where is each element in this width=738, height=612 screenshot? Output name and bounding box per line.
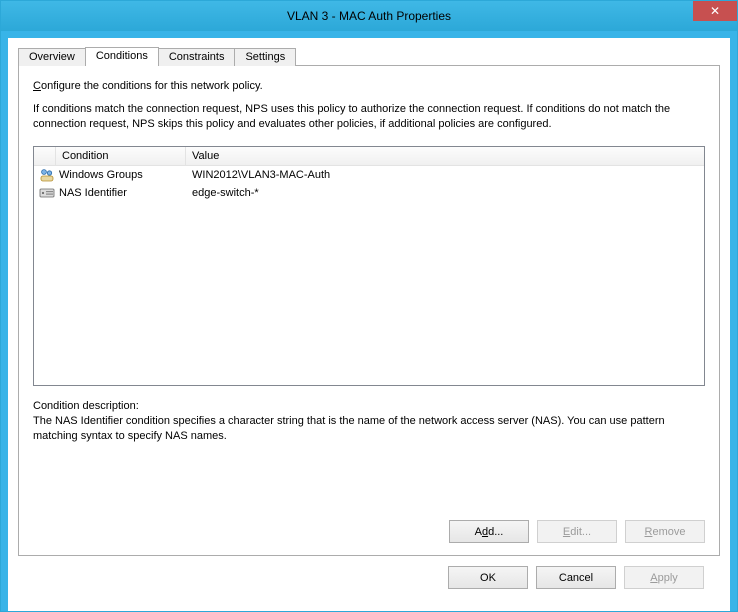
row-condition: NAS Identifier xyxy=(56,186,186,200)
tab-strip: Overview Conditions Constraints Settings xyxy=(18,46,720,65)
nas-icon xyxy=(39,185,55,201)
tab-panel-conditions: Configure the conditions for this networ… xyxy=(18,65,720,556)
close-icon: ✕ xyxy=(710,4,720,18)
description-text: The NAS Identifier condition specifies a… xyxy=(33,414,705,444)
ok-button[interactable]: OK xyxy=(448,566,528,589)
cancel-button[interactable]: Cancel xyxy=(536,566,616,589)
group-icon xyxy=(39,167,55,183)
dialog-window: VLAN 3 - MAC Auth Properties ✕ Overview … xyxy=(0,0,738,612)
conditions-list[interactable]: Condition Value xyxy=(33,146,705,386)
table-row[interactable]: NAS Identifier edge-switch-* xyxy=(34,184,704,202)
table-row[interactable]: Windows Groups WIN2012\VLAN3-MAC-Auth xyxy=(34,166,704,184)
tab-settings[interactable]: Settings xyxy=(234,48,296,66)
help-text: If conditions match the connection reque… xyxy=(33,102,705,132)
tab-conditions[interactable]: Conditions xyxy=(85,47,159,66)
remove-button[interactable]: Remove xyxy=(625,520,705,543)
dialog-footer: OK Cancel Apply xyxy=(18,556,720,601)
edit-button[interactable]: Edit... xyxy=(537,520,617,543)
close-button[interactable]: ✕ xyxy=(693,1,737,21)
intro-text: Configure the conditions for this networ… xyxy=(33,80,705,92)
col-icon[interactable] xyxy=(34,147,56,165)
col-value[interactable]: Value xyxy=(186,147,704,165)
window-title: VLAN 3 - MAC Auth Properties xyxy=(287,9,451,23)
add-button[interactable]: Add... xyxy=(449,520,529,543)
list-header: Condition Value xyxy=(34,147,704,166)
row-icon-cell xyxy=(34,167,56,183)
description-label: Condition description: xyxy=(33,400,705,412)
titlebar: VLAN 3 - MAC Auth Properties ✕ xyxy=(1,1,737,31)
row-condition: Windows Groups xyxy=(56,168,186,182)
col-condition[interactable]: Condition xyxy=(56,147,186,165)
tab-overview[interactable]: Overview xyxy=(18,48,86,66)
tab-constraints[interactable]: Constraints xyxy=(158,48,236,66)
inner-area: Overview Conditions Constraints Settings… xyxy=(8,38,730,611)
row-value: WIN2012\VLAN3-MAC-Auth xyxy=(186,168,704,182)
client-area: Overview Conditions Constraints Settings… xyxy=(1,31,737,611)
row-value: edge-switch-* xyxy=(186,186,704,200)
apply-button[interactable]: Apply xyxy=(624,566,704,589)
condition-buttons: Add... Edit... Remove xyxy=(33,520,705,543)
row-icon-cell xyxy=(34,185,56,201)
